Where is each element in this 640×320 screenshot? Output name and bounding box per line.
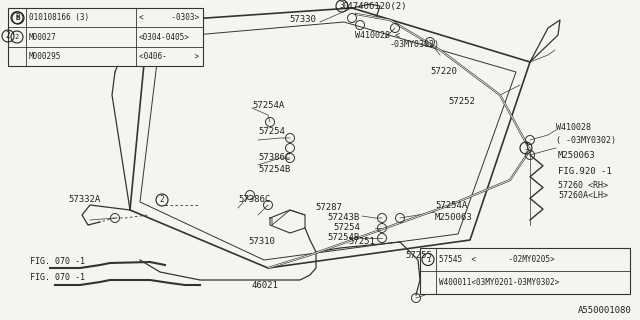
- Text: M00027: M00027: [29, 33, 57, 42]
- Text: 57254: 57254: [333, 223, 360, 233]
- Text: 1: 1: [426, 257, 430, 262]
- Text: 1: 1: [524, 143, 528, 153]
- Text: 57260A<LH>: 57260A<LH>: [558, 191, 608, 201]
- Text: W410028: W410028: [556, 124, 591, 132]
- Text: 57330: 57330: [289, 15, 316, 25]
- Text: 3: 3: [340, 2, 344, 11]
- Text: 57254A: 57254A: [252, 100, 284, 109]
- Text: 57386C: 57386C: [258, 154, 291, 163]
- Bar: [420, 248, 630, 294]
- Text: <      -0303>: < -0303>: [139, 13, 199, 22]
- Text: W410028 <: W410028 <: [355, 31, 400, 41]
- Text: 57220: 57220: [430, 68, 457, 76]
- Bar: [8, 8, 203, 66]
- Text: B: B: [15, 15, 19, 21]
- Text: M000295: M000295: [29, 52, 61, 61]
- Text: 57545  <       -02MY0205>: 57545 < -02MY0205>: [439, 255, 555, 264]
- Text: 57332A: 57332A: [68, 196, 100, 204]
- Text: 57255: 57255: [405, 251, 432, 260]
- Text: 57310: 57310: [248, 237, 275, 246]
- Text: 57251: 57251: [348, 237, 375, 246]
- Text: 57260 <RH>: 57260 <RH>: [558, 180, 608, 189]
- Text: FIG. 070 -1: FIG. 070 -1: [30, 258, 85, 267]
- Text: ( -03MY0302): ( -03MY0302): [556, 135, 616, 145]
- Text: 2: 2: [6, 31, 10, 41]
- Text: W400011<03MY0201-03MY0302>: W400011<03MY0201-03MY0302>: [439, 278, 559, 287]
- Text: 57254: 57254: [258, 127, 285, 137]
- Text: 047406120(2): 047406120(2): [342, 2, 406, 11]
- Text: FIG. 070 -1: FIG. 070 -1: [30, 274, 85, 283]
- Text: A550001080: A550001080: [579, 306, 632, 315]
- Text: <0304-0405>: <0304-0405>: [139, 33, 190, 42]
- Text: M250063: M250063: [558, 150, 596, 159]
- Text: M250063: M250063: [435, 213, 472, 222]
- Text: 2: 2: [15, 34, 19, 40]
- Text: 57254A: 57254A: [435, 201, 467, 210]
- Text: 57252: 57252: [448, 98, 475, 107]
- Text: 57254B: 57254B: [258, 165, 291, 174]
- Text: FIG.920 -1: FIG.920 -1: [558, 167, 612, 177]
- Text: 010108166 (3): 010108166 (3): [29, 13, 89, 22]
- Text: 57254B: 57254B: [328, 234, 360, 243]
- Text: -03MY0302): -03MY0302): [390, 39, 440, 49]
- Text: 2: 2: [160, 196, 164, 204]
- Text: 57287: 57287: [315, 204, 342, 212]
- Text: 57386C: 57386C: [238, 196, 270, 204]
- Text: B: B: [16, 13, 20, 22]
- Text: 57243B: 57243B: [328, 213, 360, 222]
- Text: <0406-      >: <0406- >: [139, 52, 199, 61]
- Text: 46021: 46021: [252, 281, 279, 290]
